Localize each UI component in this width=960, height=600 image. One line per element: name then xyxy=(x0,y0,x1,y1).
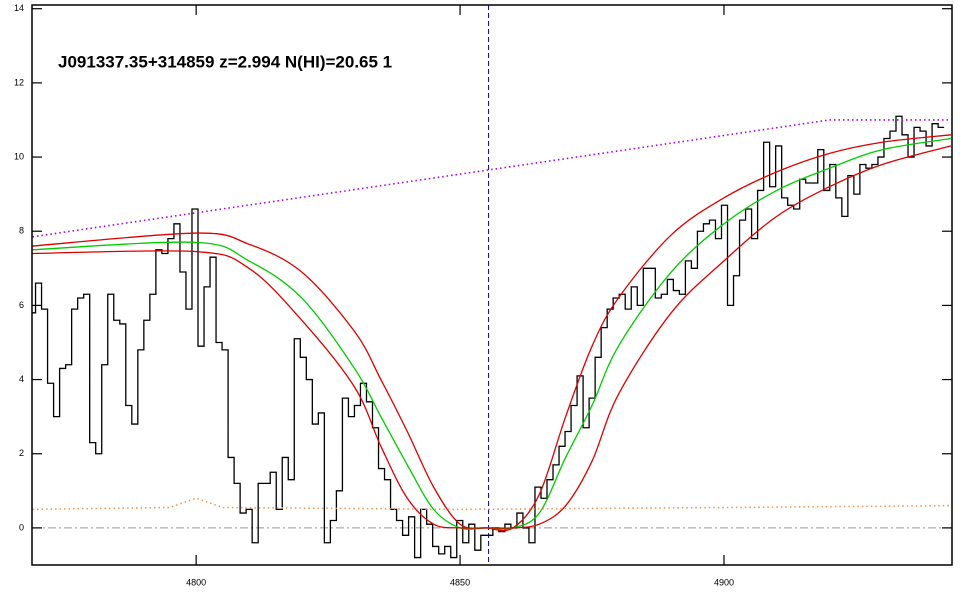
y-tick-label: 0 xyxy=(19,522,24,532)
y-tick-label: 8 xyxy=(19,226,24,236)
y-tick-label: 14 xyxy=(14,3,24,13)
y-tick-label: 2 xyxy=(19,448,24,458)
frame xyxy=(31,4,953,566)
flux-line xyxy=(32,115,945,559)
fit-line xyxy=(32,145,952,529)
dotted-line xyxy=(32,119,951,238)
y-tick-label: 10 xyxy=(14,151,24,161)
chart-title: J091337.35+314859 z=2.994 N(HI)=20.65 1 xyxy=(58,52,392,71)
x-tick-label: 4850 xyxy=(450,577,470,587)
x-tick-label: 4900 xyxy=(714,577,734,587)
plot-area xyxy=(32,5,952,565)
y-tick-label: 12 xyxy=(14,77,24,87)
x-tick-label: 4800 xyxy=(186,577,206,587)
y-tick-label: 6 xyxy=(19,300,24,310)
y-tick-label: 4 xyxy=(19,374,24,384)
